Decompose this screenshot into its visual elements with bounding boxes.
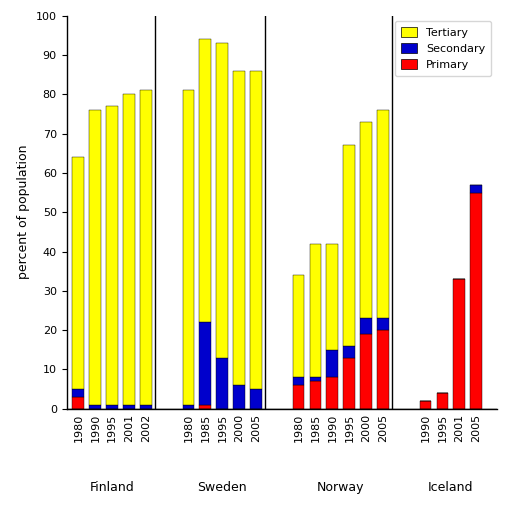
Bar <box>200 322 211 405</box>
Bar <box>292 385 305 409</box>
Text: Sweden: Sweden <box>198 481 247 494</box>
Text: Iceland: Iceland <box>428 481 474 494</box>
Bar <box>292 377 305 385</box>
Bar <box>471 193 482 409</box>
Bar <box>217 43 228 357</box>
Bar <box>90 405 101 409</box>
Bar <box>250 71 262 389</box>
Bar <box>344 346 355 357</box>
Text: Norway: Norway <box>317 481 365 494</box>
Bar <box>73 397 84 409</box>
Bar <box>123 94 135 405</box>
Bar <box>327 377 338 409</box>
Text: Finland: Finland <box>90 481 135 494</box>
Bar <box>292 275 305 377</box>
Bar <box>73 157 84 389</box>
Bar <box>183 405 195 409</box>
Bar <box>233 385 245 409</box>
Bar <box>360 319 372 334</box>
Bar <box>471 185 482 193</box>
Bar <box>310 377 322 381</box>
Bar <box>140 90 152 405</box>
Bar <box>420 401 432 409</box>
Bar <box>183 90 195 405</box>
Bar <box>310 381 322 409</box>
Bar <box>310 244 322 377</box>
Bar <box>200 405 211 409</box>
Bar <box>123 405 135 409</box>
Bar <box>344 357 355 409</box>
Bar <box>250 389 262 409</box>
Bar <box>377 319 389 330</box>
Bar <box>73 389 84 397</box>
Bar <box>327 350 338 377</box>
Bar <box>217 357 228 409</box>
Bar <box>200 39 211 322</box>
Bar <box>377 330 389 409</box>
Bar <box>140 405 152 409</box>
Bar <box>454 279 465 409</box>
Bar <box>106 106 118 405</box>
Bar <box>360 122 372 319</box>
Bar <box>327 244 338 350</box>
Legend: Tertiary, Secondary, Primary: Tertiary, Secondary, Primary <box>395 21 491 76</box>
Bar <box>233 71 245 385</box>
Bar <box>437 393 449 409</box>
Bar <box>360 334 372 409</box>
Y-axis label: percent of population: percent of population <box>17 145 30 279</box>
Bar <box>344 145 355 346</box>
Bar <box>106 405 118 409</box>
Bar <box>377 110 389 319</box>
Bar <box>90 110 101 405</box>
